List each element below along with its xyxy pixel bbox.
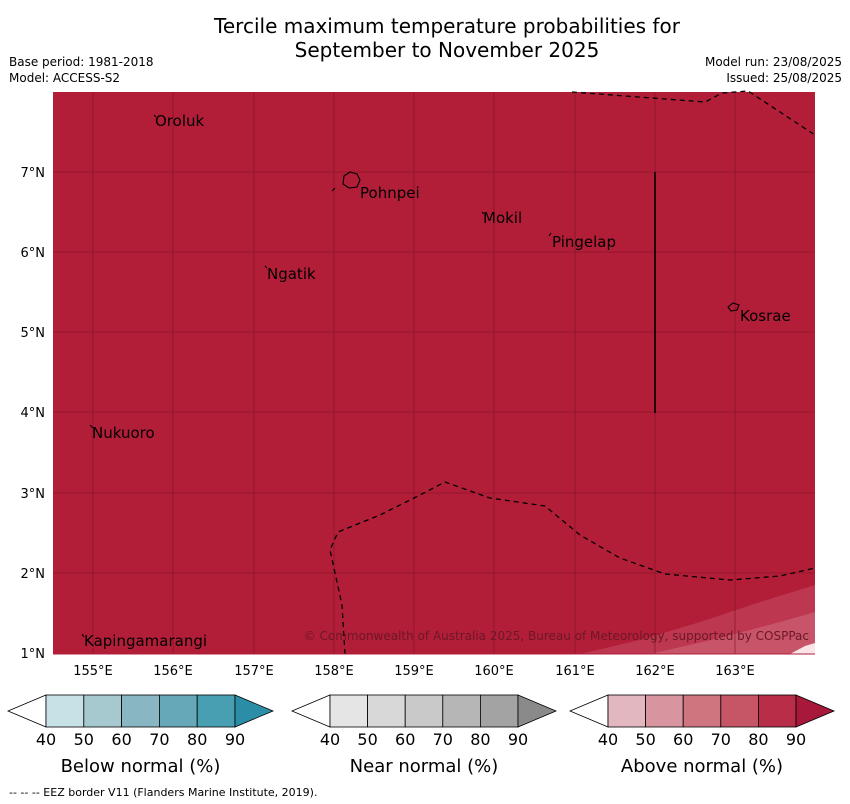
colorbar-near-normal: 40 50 60 70 80 90 Near normal (%) [290, 694, 558, 777]
near-low-arrow [290, 694, 331, 728]
near-colorbar-title: Near normal (%) [350, 756, 499, 777]
below-tick-40: 40 [36, 730, 56, 749]
pingelap-atoll [548, 232, 552, 237]
title-line-2: September to November 2025 [294, 38, 600, 62]
near-tick-70: 70 [433, 730, 453, 749]
lon-label-161E: 161°E [555, 664, 595, 679]
below-colorbar-title: Below normal (%) [61, 756, 221, 777]
near-segment-2 [404, 694, 444, 728]
lower-probability-band-inner [650, 612, 815, 654]
near-segment-1 [367, 694, 406, 728]
lon-label-157E: 157°E [234, 664, 274, 679]
title-line-1: Tercile maximum temperature probabilitie… [214, 14, 680, 38]
below-tick-80: 80 [187, 730, 207, 749]
kapingamarangi-atoll [81, 633, 85, 638]
near-segment-4 [479, 694, 519, 728]
above-segment-3 [720, 694, 759, 728]
model-name: Model: ACCESS-S2 [9, 71, 121, 85]
eez-footnote: -- -- -- EEZ border V11 (Flanders Marine… [9, 786, 318, 799]
lon-label-162E: 162°E [635, 664, 675, 679]
place-nukuoro: Nukuoro [92, 424, 155, 442]
map-title: Tercile maximum temperature probabilitie… [0, 14, 850, 62]
below-segment-3 [158, 694, 198, 728]
above-segment-4 [758, 694, 797, 728]
below-tick-90: 90 [225, 730, 245, 749]
place-pohnpei: Pohnpei [360, 184, 420, 202]
place-kapingamarangi: Kapingamarangi [84, 632, 207, 650]
below-tick-50: 50 [74, 730, 94, 749]
above-segment-0 [607, 694, 646, 728]
near-tick-90: 90 [508, 730, 528, 749]
issued-date: Issued: 25/08/2025 [726, 71, 842, 85]
near-segment-3 [442, 694, 481, 728]
below-tick-60: 60 [111, 730, 131, 749]
lon-label-158E: 158°E [314, 664, 354, 679]
below-segment-2 [121, 694, 160, 728]
below-segment-4 [196, 694, 236, 728]
lat-label-7N: 7°N [21, 166, 46, 181]
above-tick-70: 70 [711, 730, 731, 749]
oroluk-atoll [153, 114, 157, 118]
below-low-arrow [6, 694, 47, 728]
lat-label-3N: 3°N [21, 487, 46, 502]
blank-corner [790, 643, 815, 654]
place-pingelap: Pingelap [552, 233, 616, 251]
copyright-notice: © Commonwealth of Australia 2025, Bureau… [304, 629, 809, 643]
meta-left: Base period: 1981-2018 Model: ACCESS-S2 [9, 54, 154, 86]
lat-label-1N: 1°N [21, 647, 46, 662]
near-tick-80: 80 [470, 730, 490, 749]
below-tick-70: 70 [149, 730, 169, 749]
islands [81, 114, 740, 638]
probability-field [53, 92, 815, 654]
meta-right: Model run: 23/08/2025 Issued: 25/08/2025 [705, 54, 842, 86]
near-tick-50: 50 [357, 730, 377, 749]
place-kosrae: Kosrae [740, 307, 791, 325]
lon-label-159E: 159°E [394, 664, 434, 679]
near-tick-40: 40 [320, 730, 340, 749]
lat-label-4N: 4°N [21, 406, 46, 421]
below-segment-0 [45, 694, 85, 728]
lon-label-160E: 160°E [474, 664, 514, 679]
above-segment-1 [645, 694, 684, 728]
eez-borders [329, 90, 816, 655]
below-segment-1 [83, 694, 123, 728]
lon-label-156E: 156°E [153, 664, 193, 679]
pohnpei-island [342, 171, 361, 189]
base-period: Base period: 1981-2018 [9, 55, 154, 69]
above-tick-50: 50 [635, 730, 655, 749]
above-tick-60: 60 [673, 730, 693, 749]
latitude-labels: 7°N 6°N 5°N 4°N 3°N 2°N 1°N [21, 166, 46, 662]
above-high-arrow [795, 694, 836, 728]
above-tick-40: 40 [598, 730, 618, 749]
ngatik-atoll [264, 265, 268, 269]
eez-border-south [329, 481, 816, 655]
lon-label-163E: 163°E [715, 664, 755, 679]
above-low-arrow [568, 694, 609, 728]
place-ngatik: Ngatik [267, 265, 316, 283]
near-segment-0 [329, 694, 368, 728]
model-run: Model run: 23/08/2025 [704, 55, 842, 69]
lat-label-6N: 6°N [21, 246, 46, 261]
above-colorbar-title: Above normal (%) [621, 756, 783, 777]
above-tick-80: 80 [748, 730, 768, 749]
above-segment-2 [682, 694, 722, 728]
lon-label-155E: 155°E [73, 664, 113, 679]
lat-label-5N: 5°N [21, 326, 46, 341]
mokil-atoll [481, 211, 485, 215]
map-panel: Oroluk Pohnpei Mokil Pingelap Ngatik Kos… [53, 90, 816, 655]
near-tick-60: 60 [395, 730, 415, 749]
place-oroluk: Oroluk [155, 112, 204, 130]
place-mokil: Mokil [483, 209, 522, 227]
near-high-arrow [517, 694, 558, 728]
nukuoro-atoll [89, 424, 94, 429]
ant-atoll [331, 187, 336, 192]
longitude-labels: 155°E 156°E 157°E 158°E 159°E 160°E 161°… [73, 664, 755, 679]
kosrae-island [727, 302, 740, 312]
above-tick-90: 90 [786, 730, 806, 749]
lat-label-2N: 2°N [21, 567, 46, 582]
below-high-arrow [234, 694, 275, 728]
